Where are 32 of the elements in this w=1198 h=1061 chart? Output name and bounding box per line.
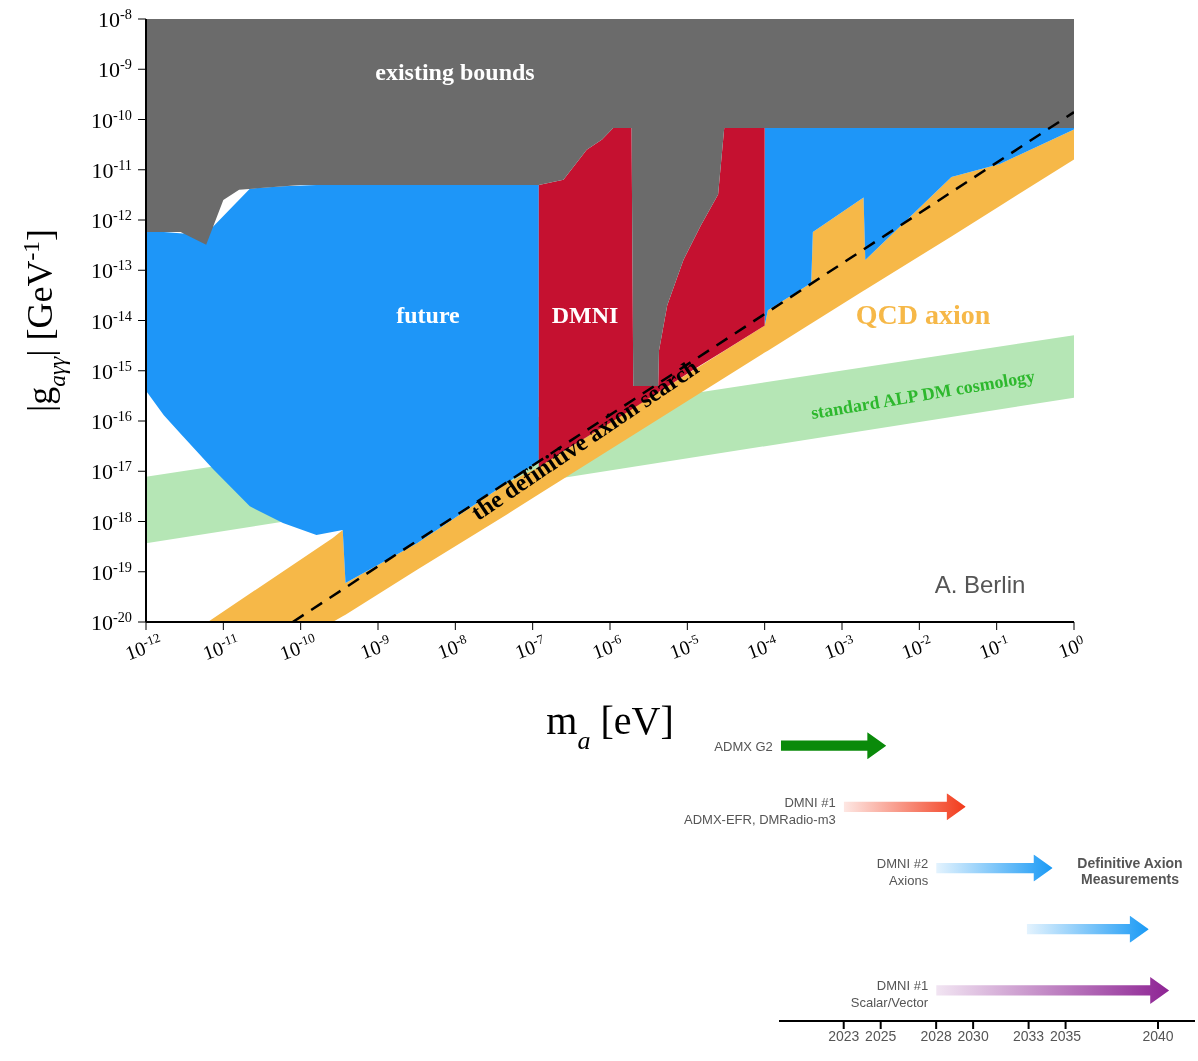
x-tick-label: 2028 [920, 1027, 952, 1044]
y-tick-label: 10$^{-10}$ [90, 106, 132, 133]
y-tick-label: 10$^{-17}$ [90, 458, 132, 485]
x-tick-label: 2033 [1013, 1027, 1045, 1044]
y-tick-label: DMNI #1 Scalar/Vector [850, 978, 929, 1011]
y-tick-label: DMNI #1 ADMX-EFR, DMRadio-m3 [684, 794, 836, 827]
y-tick-label: 10$^{-20}$ [90, 609, 132, 635]
y-tick-label: 10$^{-15}$ [90, 357, 132, 384]
annotation: existing bounds [375, 58, 535, 86]
y-tick-label: 10$^{-11}$ [91, 156, 132, 183]
x-tick-label: 2040 [1142, 1027, 1174, 1044]
y-tick-label: ADMX G2 [714, 738, 773, 754]
y-tick-label: 10$^{-13}$ [90, 257, 132, 284]
y-tick-label: 10$^{-16}$ [90, 408, 132, 434]
y-tick-label: 10$^{-14}$ [90, 307, 132, 334]
y-tick-label: 10$^{-9}$ [98, 56, 132, 83]
y-tick-label: 10$^{-18}$ [90, 508, 132, 535]
y-tick-label: 10$^{-8}$ [98, 6, 132, 32]
x-tick-label: 2035 [1050, 1027, 1082, 1044]
annotation: A. Berlin [934, 571, 1026, 599]
annotation: Definitive Axion Measurements [1076, 855, 1184, 887]
x-axis-title: m$_{a}$ [eV] [546, 698, 674, 755]
annotation: standard ALP DM cosmology [809, 365, 1037, 425]
y-tick-label: 10$^{-12}$ [90, 207, 132, 233]
x-tick-label: 2023 [828, 1027, 860, 1044]
x-tick-label: 2025 [865, 1027, 897, 1044]
annotation: DMNI [551, 301, 619, 329]
x-tick-label: 2030 [957, 1027, 989, 1044]
y-tick-label: DMNI #2 Axions [876, 856, 929, 888]
annotation: future [396, 301, 460, 329]
annotation: QCD axion [855, 299, 991, 331]
y-tick-label: 10$^{-19}$ [90, 558, 132, 585]
